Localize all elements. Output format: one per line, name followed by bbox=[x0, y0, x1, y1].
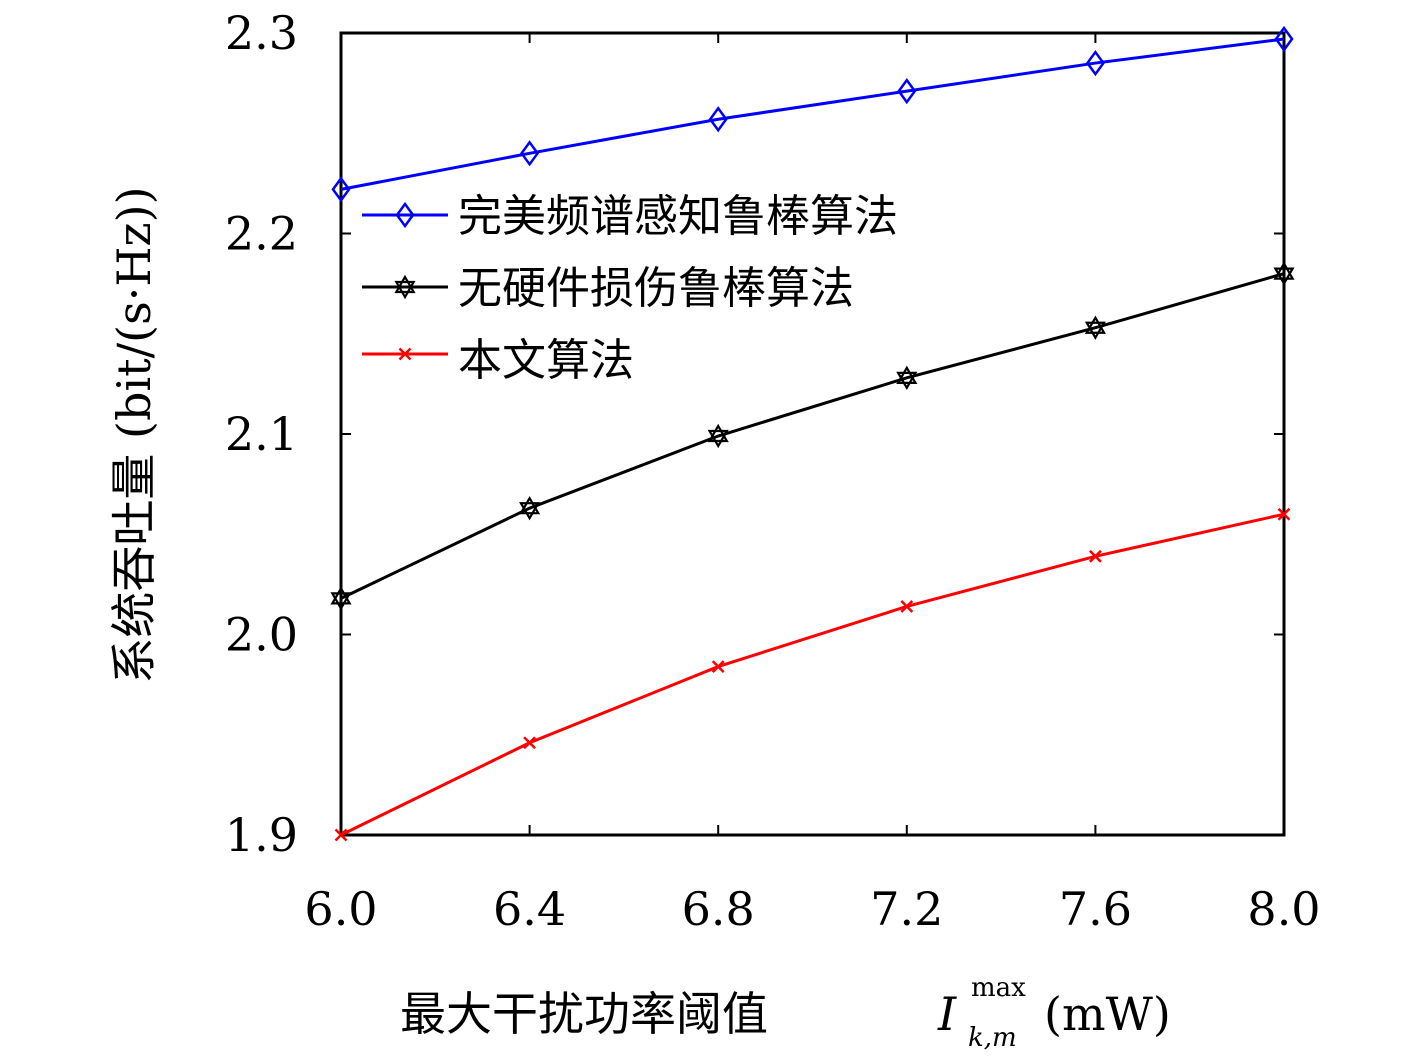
series-0 bbox=[331, 25, 1294, 203]
series-2 bbox=[334, 507, 1291, 842]
data-point bbox=[707, 423, 729, 449]
x-axis-ticks: 6.0 6.4 6.8 7.2 7.6 8.0 bbox=[304, 33, 1321, 936]
series-1 bbox=[330, 261, 1295, 611]
legend-marks bbox=[362, 201, 448, 361]
y-tick-label: 2.1 bbox=[225, 407, 298, 461]
data-point bbox=[708, 106, 728, 133]
x-tick-label: 6.8 bbox=[682, 882, 755, 936]
data-point bbox=[1273, 261, 1295, 286]
data-point bbox=[1085, 49, 1105, 77]
data-point bbox=[519, 495, 541, 521]
x-tick-label: 8.0 bbox=[1247, 882, 1320, 936]
x-axis-title: 最大干扰功率阈值 I max k,m (mW) bbox=[400, 973, 1171, 1053]
data-point bbox=[334, 828, 348, 842]
y-tick-label: 2.3 bbox=[225, 6, 298, 60]
data-point bbox=[900, 600, 914, 613]
x-tick-label: 6.4 bbox=[493, 882, 566, 936]
data-point bbox=[1274, 25, 1294, 53]
legend-label-perfect-sensing: 完美频谱感知鲁棒算法 bbox=[458, 191, 898, 242]
plot-frame bbox=[339, 31, 1286, 837]
y-axis-ticks: 1.9 2.0 2.1 2.2 2.3 bbox=[225, 6, 1284, 862]
x-tick-label: 7.6 bbox=[1059, 882, 1132, 936]
data-point bbox=[896, 365, 918, 391]
y-tick-label: 2.2 bbox=[225, 207, 298, 261]
series-layer bbox=[330, 25, 1295, 842]
x-axis-title-symbol: I bbox=[937, 987, 957, 1041]
x-axis-title-subscript: k,m bbox=[968, 1023, 1017, 1053]
x-tick-label: 6.0 bbox=[304, 882, 377, 936]
data-point bbox=[520, 140, 540, 167]
data-point bbox=[711, 660, 725, 673]
legend-marker bbox=[398, 347, 412, 361]
x-axis-title-unit: (mW) bbox=[1044, 987, 1171, 1041]
y-tick-label: 1.9 bbox=[225, 808, 298, 862]
data-point bbox=[897, 78, 917, 105]
series-line bbox=[340, 512, 1285, 837]
data-point bbox=[1277, 507, 1291, 521]
data-point bbox=[331, 176, 351, 203]
data-point bbox=[523, 736, 536, 750]
data-point bbox=[1089, 549, 1102, 563]
x-tick-label: 7.2 bbox=[870, 882, 943, 936]
series-line bbox=[340, 37, 1285, 191]
legend-label-proposed: 本文算法 bbox=[458, 335, 634, 386]
data-point bbox=[330, 586, 352, 611]
legend-label-no-hardware-impairment: 无硬件损伤鲁棒算法 bbox=[458, 263, 854, 314]
legend-marker bbox=[395, 201, 415, 229]
y-axis-title: 系统吞吐量 (bit/(s·Hz)) bbox=[107, 186, 161, 683]
legend-marker bbox=[394, 274, 416, 300]
legend: 完美频谱感知鲁棒算法 无硬件损伤鲁棒算法 本文算法 bbox=[362, 191, 898, 386]
y-tick-label: 2.0 bbox=[225, 608, 298, 662]
x-axis-title-superscript: max bbox=[971, 973, 1026, 1003]
data-point bbox=[1084, 315, 1106, 340]
x-axis-title-text: 最大干扰功率阈值 bbox=[400, 987, 768, 1041]
series-line bbox=[340, 272, 1285, 600]
